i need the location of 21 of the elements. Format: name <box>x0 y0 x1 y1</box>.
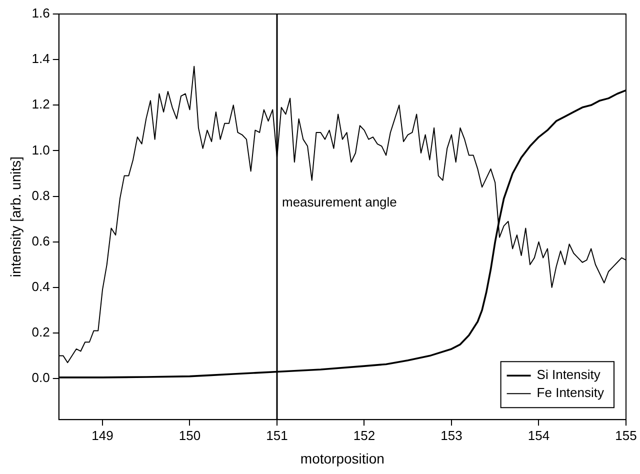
x-tick-label: 151 <box>266 428 288 443</box>
x-tick-label: 153 <box>440 428 462 443</box>
y-tick-label: 1.6 <box>32 6 50 21</box>
x-tick-label: 154 <box>528 428 550 443</box>
ref-line-label: measurement angle <box>282 194 397 210</box>
x-tick-label: 155 <box>615 428 637 443</box>
y-tick-label: 1.2 <box>32 96 50 112</box>
y-tick-label: 0.6 <box>32 233 50 248</box>
x-tick-label: 152 <box>353 428 376 443</box>
x-axis-title: motorposition <box>300 450 384 466</box>
y-tick-label: 0.8 <box>32 188 50 203</box>
y-tick-label: 0.2 <box>32 324 50 340</box>
x-tick-label: 150 <box>178 428 201 443</box>
x-tick-label: 149 <box>92 428 114 443</box>
y-tick-label: 0.0 <box>32 370 50 386</box>
y-tick-label: 0.4 <box>32 279 50 294</box>
legend-label: Si Intensity <box>536 367 601 382</box>
y-tick-label: 1.4 <box>32 51 50 66</box>
y-tick-label: 1.0 <box>32 142 50 158</box>
y-axis-title: intensity [arb. units] <box>7 156 24 278</box>
legend-label: Fe Intensity <box>536 385 604 400</box>
